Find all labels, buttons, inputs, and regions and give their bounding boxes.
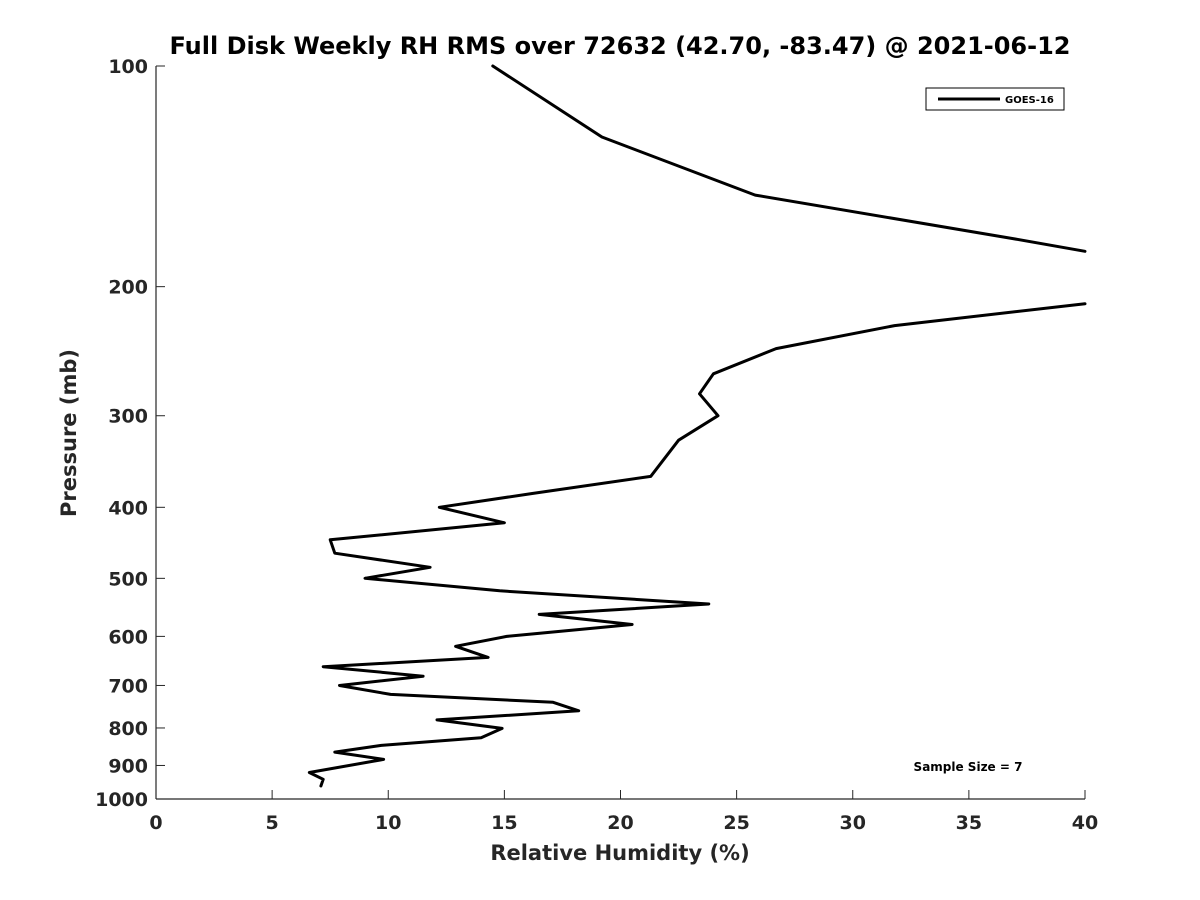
y-tick-label: 600 [108,626,148,648]
x-tick-label: 5 [266,812,279,834]
x-axis-ticks: 0 5 10 15 20 25 30 35 40 [149,790,1098,834]
y-tick-label: 200 [108,277,148,299]
x-tick-label: 0 [149,812,162,834]
x-tick-label: 10 [375,812,401,834]
plot-area [155,66,1085,800]
series-layer [307,64,1087,788]
series-line-goes-16 [307,64,1087,788]
x-tick-label: 35 [956,812,982,834]
y-tick-label: 1000 [95,789,148,811]
y-tick-label: 700 [108,675,148,697]
x-tick-label: 15 [491,812,517,834]
x-tick-label: 25 [723,812,749,834]
y-axis-label: Pressure (mb) [57,349,81,517]
legend-label-goes-16: GOES-16 [1005,95,1054,106]
sample-size-annotation: Sample Size = 7 [914,760,1023,774]
x-tick-label: 30 [840,812,866,834]
x-axis-label: Relative Humidity (%) [490,841,749,865]
y-tick-label: 400 [108,497,148,519]
legend: GOES-16 [925,87,1065,111]
y-tick-label: 300 [108,406,148,428]
y-axis-ticks: 100 200 300 400 500 600 700 800 900 1000 [95,56,165,811]
y-tick-label: 100 [108,56,148,78]
chart-title: Full Disk Weekly RH RMS over 72632 (42.7… [169,32,1070,60]
x-tick-label: 20 [607,812,633,834]
y-tick-label: 800 [108,718,148,740]
x-tick-label: 40 [1072,812,1098,834]
y-tick-label: 900 [108,755,148,777]
y-tick-label: 500 [108,568,148,590]
